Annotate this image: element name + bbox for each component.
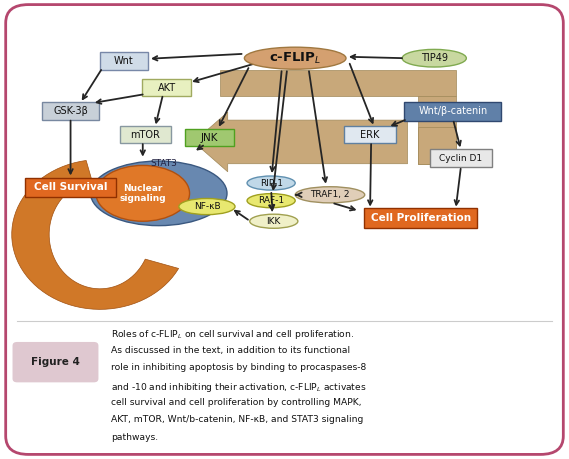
Text: RAF-1: RAF-1	[258, 196, 284, 205]
Ellipse shape	[245, 47, 346, 69]
Text: c-FLIP$_L$: c-FLIP$_L$	[269, 50, 321, 66]
Text: TIP49: TIP49	[420, 53, 448, 63]
Text: Roles of c-FLIP$_L$ on cell survival and cell proliferation.: Roles of c-FLIP$_L$ on cell survival and…	[111, 328, 354, 341]
FancyBboxPatch shape	[6, 5, 563, 454]
Polygon shape	[220, 70, 456, 96]
FancyArrow shape	[193, 112, 407, 172]
FancyBboxPatch shape	[142, 79, 191, 96]
Text: RIP-1: RIP-1	[259, 179, 283, 188]
Text: IKK: IKK	[267, 217, 281, 226]
Text: GSK-3β: GSK-3β	[53, 106, 88, 116]
Text: Figure 4: Figure 4	[31, 357, 80, 367]
FancyBboxPatch shape	[42, 102, 99, 120]
Text: pathways.: pathways.	[111, 433, 158, 442]
Text: Cell Survival: Cell Survival	[34, 183, 108, 192]
Ellipse shape	[90, 161, 227, 226]
Text: Wnt: Wnt	[114, 56, 134, 66]
Ellipse shape	[247, 176, 295, 190]
FancyBboxPatch shape	[24, 178, 117, 197]
FancyBboxPatch shape	[100, 52, 149, 70]
Text: cell survival and cell proliferation by controlling MAPK,: cell survival and cell proliferation by …	[111, 398, 361, 407]
Text: STAT3: STAT3	[151, 159, 178, 168]
Text: TRAF1, 2: TRAF1, 2	[310, 190, 350, 199]
Polygon shape	[418, 96, 456, 164]
Text: role in inhibiting apoptosis by binding to procaspases-8: role in inhibiting apoptosis by binding …	[111, 363, 366, 372]
FancyBboxPatch shape	[405, 101, 501, 121]
Ellipse shape	[295, 187, 365, 203]
FancyBboxPatch shape	[185, 129, 234, 146]
Text: AKT, mTOR, Wnt/b-catenin, NF-κB, and STAT3 signaling: AKT, mTOR, Wnt/b-catenin, NF-κB, and STA…	[111, 415, 364, 425]
Polygon shape	[418, 127, 456, 164]
FancyBboxPatch shape	[13, 342, 98, 382]
Ellipse shape	[250, 214, 298, 228]
Text: Cell Proliferation: Cell Proliferation	[371, 213, 471, 223]
Text: Nuclear
signaling: Nuclear signaling	[119, 184, 166, 203]
Ellipse shape	[179, 198, 235, 215]
Ellipse shape	[247, 194, 295, 208]
Ellipse shape	[402, 50, 467, 67]
Text: mTOR: mTOR	[130, 129, 160, 140]
FancyBboxPatch shape	[344, 126, 396, 143]
Text: Cyclin D1: Cyclin D1	[439, 154, 483, 162]
Text: Wnt/β-catenin: Wnt/β-catenin	[418, 106, 488, 116]
Polygon shape	[12, 161, 179, 309]
FancyBboxPatch shape	[430, 149, 492, 167]
Text: and -10 and inhibiting their activation, c-FLIP$_L$ activates: and -10 and inhibiting their activation,…	[111, 381, 366, 393]
FancyBboxPatch shape	[364, 208, 477, 228]
FancyBboxPatch shape	[119, 126, 171, 143]
Ellipse shape	[96, 165, 189, 221]
Text: NF-κB: NF-κB	[193, 202, 220, 211]
Text: AKT: AKT	[158, 83, 176, 93]
Text: As discussed in the text, in addition to its functional: As discussed in the text, in addition to…	[111, 346, 350, 355]
Text: ERK: ERK	[360, 129, 380, 140]
Text: JNK: JNK	[201, 133, 218, 142]
